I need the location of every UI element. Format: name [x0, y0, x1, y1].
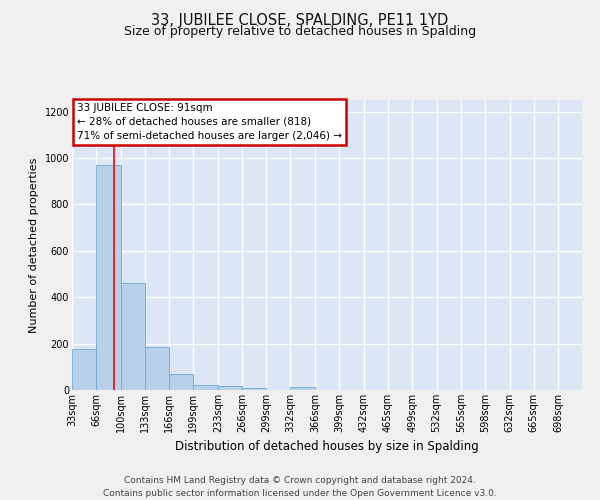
- Bar: [121, 283, 145, 390]
- Text: Size of property relative to detached houses in Spalding: Size of property relative to detached ho…: [124, 25, 476, 38]
- Text: Contains HM Land Registry data © Crown copyright and database right 2024.
Contai: Contains HM Land Registry data © Crown c…: [103, 476, 497, 498]
- X-axis label: Distribution of detached houses by size in Spalding: Distribution of detached houses by size …: [175, 440, 479, 454]
- Bar: [290, 386, 316, 390]
- Bar: [72, 350, 96, 390]
- Bar: [193, 385, 218, 390]
- Bar: [242, 388, 266, 390]
- Bar: [96, 165, 121, 390]
- Bar: [218, 386, 242, 390]
- Text: 33 JUBILEE CLOSE: 91sqm
← 28% of detached houses are smaller (818)
71% of semi-d: 33 JUBILEE CLOSE: 91sqm ← 28% of detache…: [77, 103, 342, 141]
- Bar: [145, 347, 169, 390]
- Text: 33, JUBILEE CLOSE, SPALDING, PE11 1YD: 33, JUBILEE CLOSE, SPALDING, PE11 1YD: [151, 12, 449, 28]
- Bar: [169, 374, 193, 390]
- Y-axis label: Number of detached properties: Number of detached properties: [29, 158, 39, 332]
